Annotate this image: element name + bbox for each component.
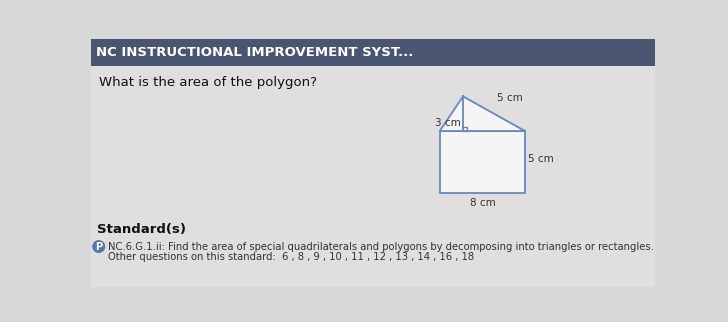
Text: NC INSTRUCTIONAL IMPROVEMENT SYST...: NC INSTRUCTIONAL IMPROVEMENT SYST... [95, 46, 413, 59]
Text: 5 cm: 5 cm [528, 154, 554, 164]
Polygon shape [440, 96, 525, 131]
Text: 5 cm: 5 cm [497, 92, 523, 102]
Circle shape [93, 241, 105, 252]
Bar [91, 66, 655, 287]
Text: What is the area of the polygon?: What is the area of the polygon? [99, 76, 317, 89]
Text: Other questions on this standard:  6 , 8 , 9 , 10 , 11 , 12 , 13 , 14 , 16 , 18: Other questions on this standard: 6 , 8 … [108, 252, 474, 262]
Text: P: P [95, 242, 103, 251]
Text: 3 cm: 3 cm [435, 118, 461, 128]
Text: 8 cm: 8 cm [470, 198, 495, 208]
Bar [91, 39, 655, 66]
Bar [440, 131, 525, 193]
Text: Standard(s): Standard(s) [98, 223, 186, 236]
Text: NC.6.G.1.ii: Find the area of special quadrilaterals and polygons by decomposing: NC.6.G.1.ii: Find the area of special qu… [108, 242, 654, 251]
